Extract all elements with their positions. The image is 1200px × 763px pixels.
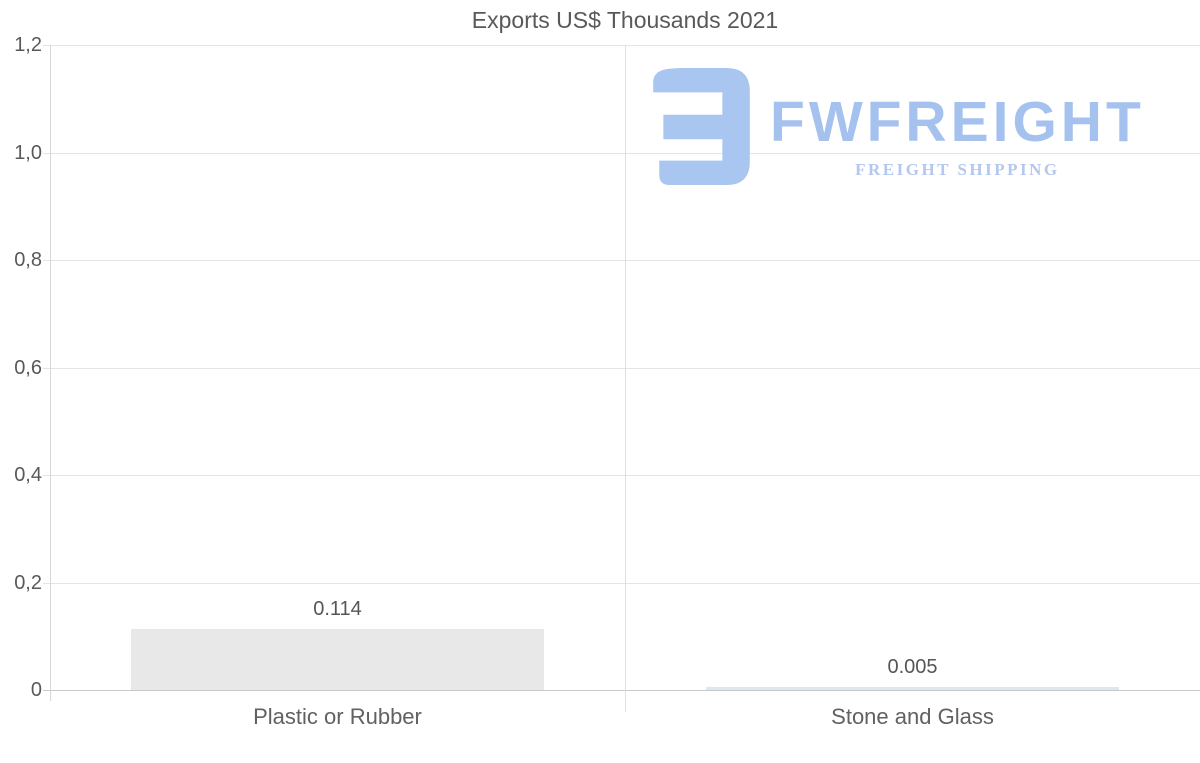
x-category-label: Plastic or Rubber xyxy=(253,704,422,729)
watermark-text: FWFREIGHT FREIGHT SHIPPING xyxy=(770,68,1145,180)
grid-line xyxy=(43,260,1200,261)
chart-title: Exports US$ Thousands 2021 xyxy=(471,7,779,33)
y-tick-label: 0,8 xyxy=(14,249,42,271)
y-tick-label: 0,4 xyxy=(14,464,42,486)
fwfreight-logo-icon xyxy=(653,68,750,185)
x-axis-line xyxy=(43,690,1200,691)
x-category-label: Stone and Glass xyxy=(831,704,994,729)
grid-line xyxy=(43,45,1200,46)
y-tick-label: 0 xyxy=(30,679,42,701)
y-tick-label: 0,6 xyxy=(14,356,42,379)
category-divider-line xyxy=(625,45,626,712)
y-tick-label: 0,2 xyxy=(14,571,42,594)
watermark-brand-text: FWFREIGHT xyxy=(770,90,1145,154)
grid-line xyxy=(43,582,1200,584)
watermark-tagline-text: FREIGHT SHIPPING xyxy=(855,160,1060,179)
bar xyxy=(706,687,1119,690)
grid-line xyxy=(43,152,1200,154)
bar-value-label: 0.005 xyxy=(887,656,938,678)
y-tick-label: 1,2 xyxy=(14,34,42,56)
bar-value-label: 0.114 xyxy=(313,598,362,620)
y-tick-label: 1,0 xyxy=(14,141,42,164)
y-axis-line xyxy=(50,45,51,701)
bar xyxy=(131,629,544,690)
plot-area: 0.114 Plastic or Rubber 0.005 Stone and Gla… xyxy=(43,45,1200,729)
watermark: FWFREIGHT FREIGHT SHIPPING xyxy=(653,68,1145,185)
grid-line xyxy=(43,475,1200,476)
grid-line xyxy=(43,367,1200,369)
